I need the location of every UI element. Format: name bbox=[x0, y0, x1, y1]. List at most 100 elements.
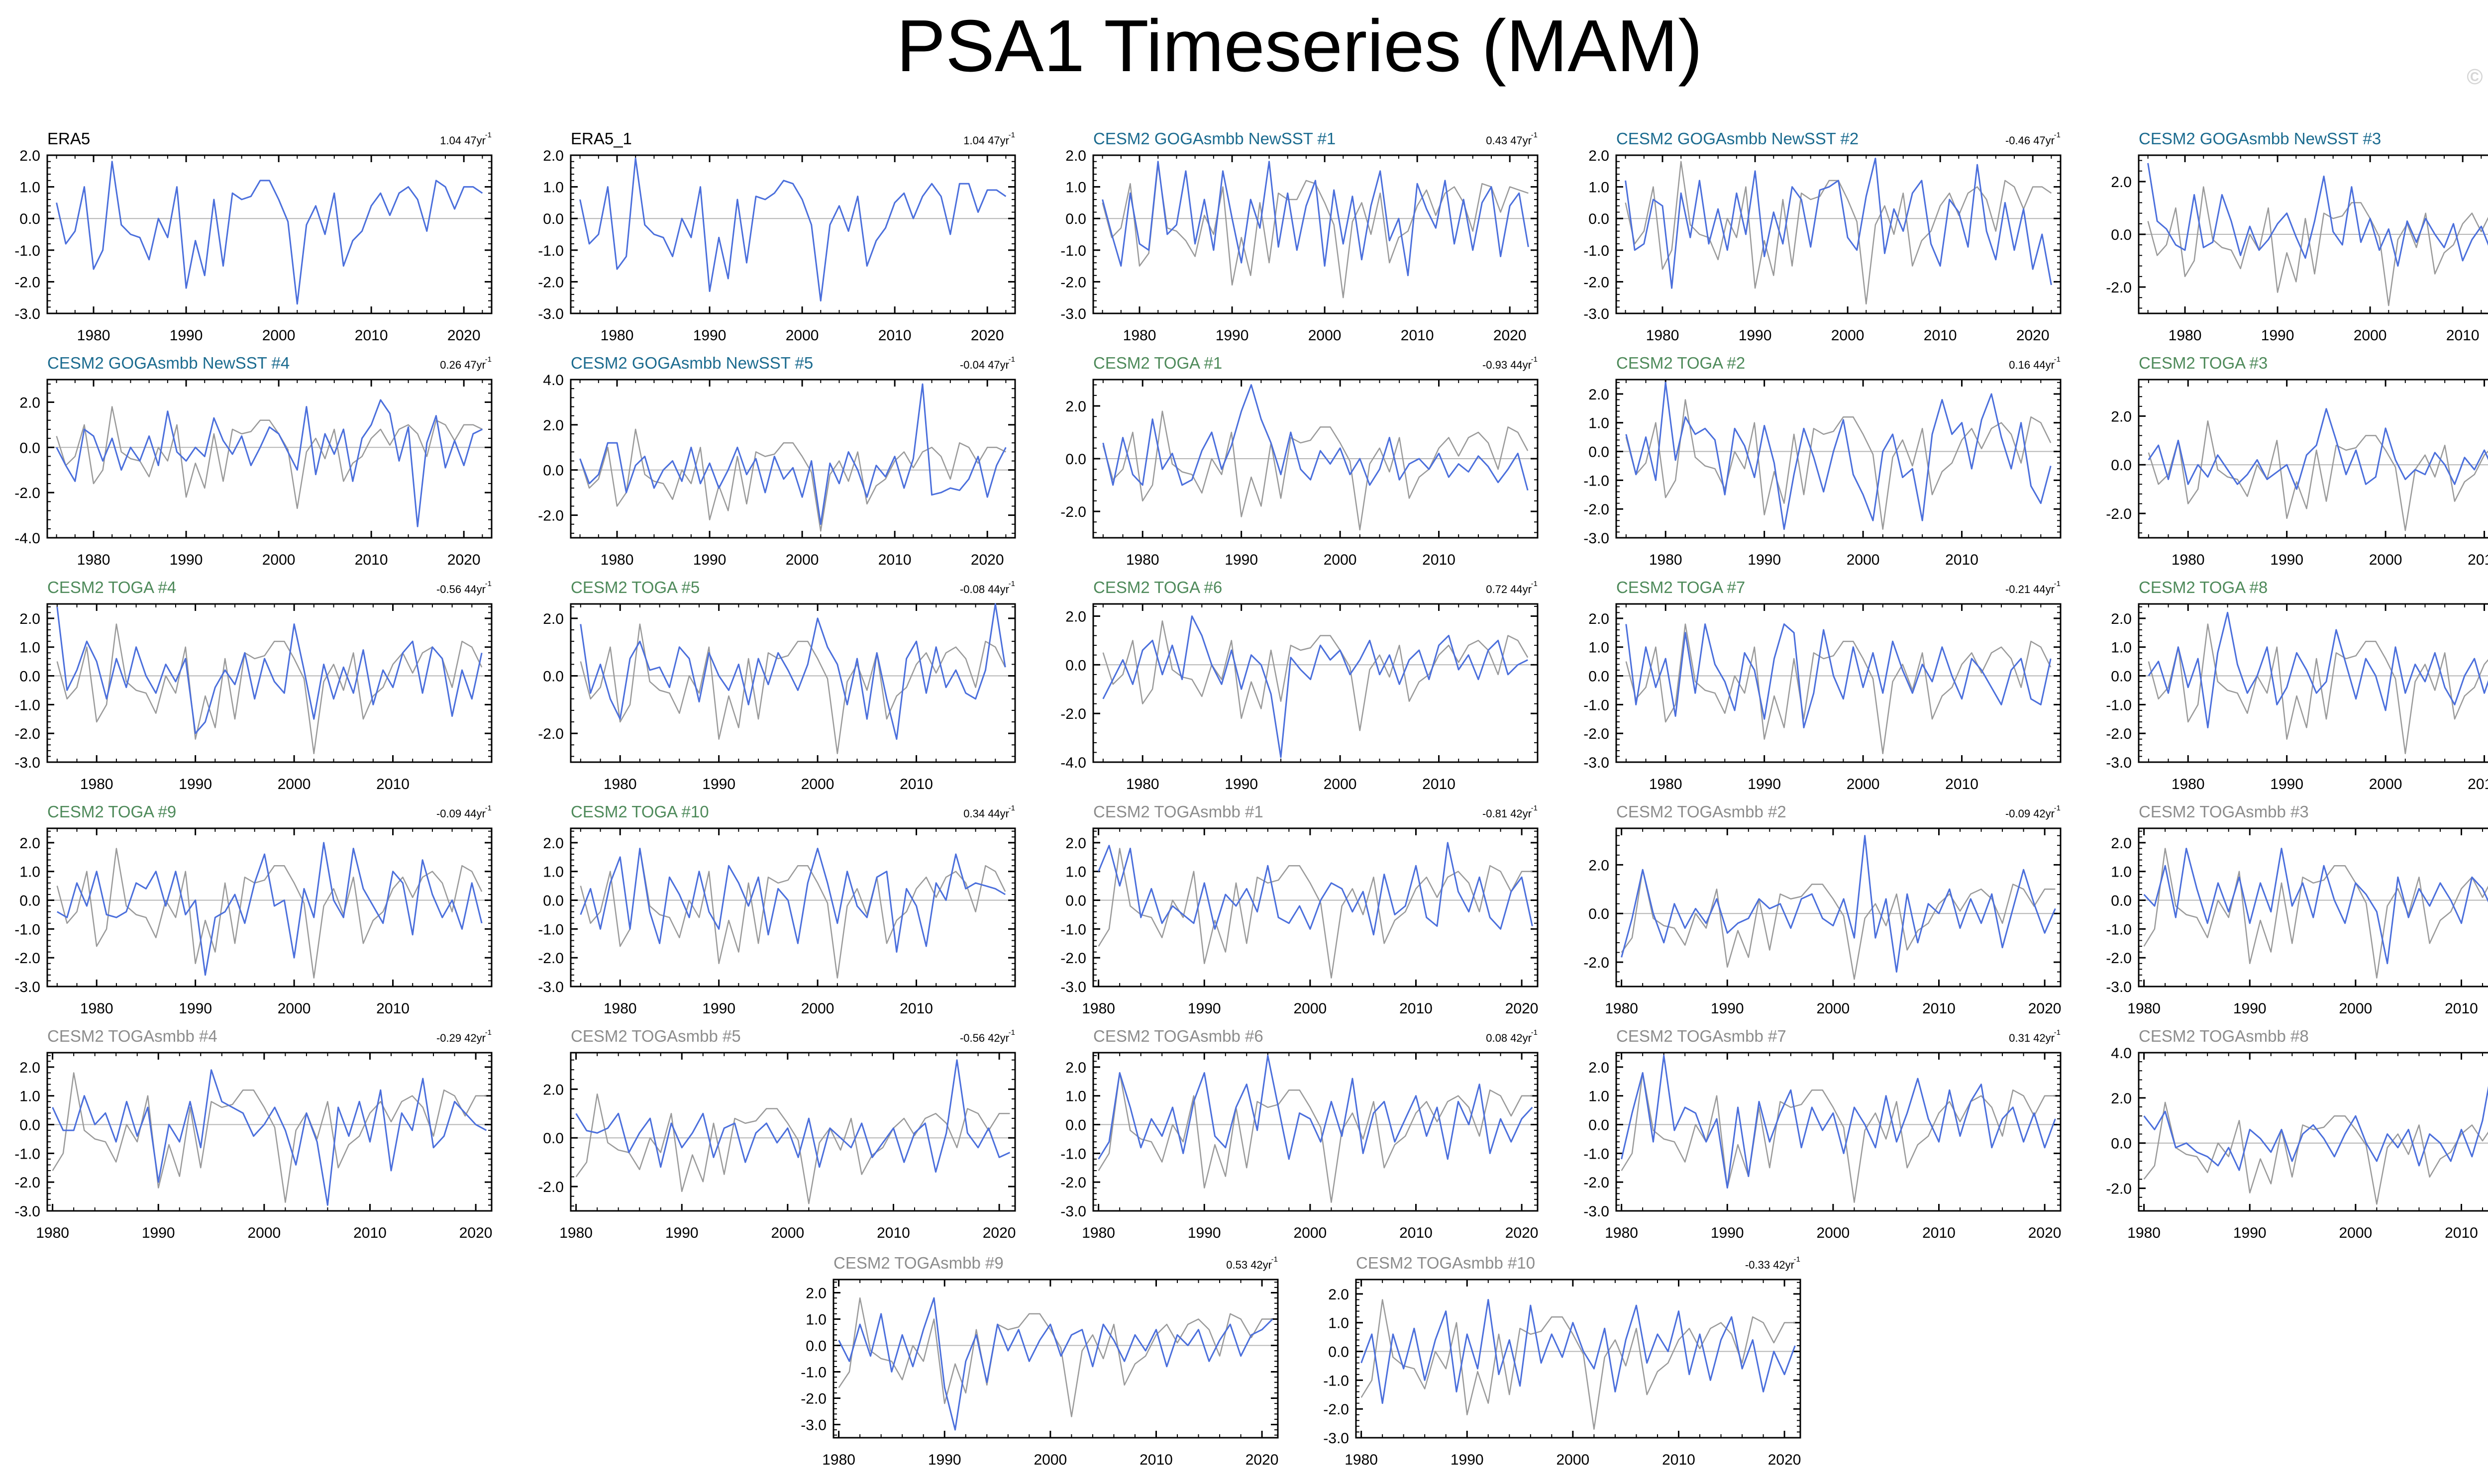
y-tick-label: 2.0 bbox=[1588, 1060, 1609, 1076]
trend-label: -0.93 44yr bbox=[1482, 359, 1532, 371]
y-tick-label: 2.0 bbox=[2111, 174, 2132, 191]
y-tick-label: 0.0 bbox=[1065, 451, 1086, 468]
trend-exponent: -1 bbox=[2054, 131, 2061, 139]
plot-frame bbox=[2138, 379, 2488, 539]
reference-series-line bbox=[52, 1072, 487, 1203]
panel-title: CESM2 GOGAsmbb NewSST #5 bbox=[571, 354, 813, 372]
plot-frame bbox=[1615, 827, 2062, 988]
y-tick-label: 0.0 bbox=[19, 669, 40, 685]
panel-title: CESM2 TOGA #3 bbox=[2139, 354, 2268, 372]
plot-frame bbox=[1092, 827, 1539, 988]
x-tick-label: 2020 bbox=[1768, 1452, 1801, 1468]
chart-panel: -3.0 -2.0 -1.0 0.0 1.0 2.0 1980 1990 2000 2010 202… bbox=[14, 129, 493, 344]
x-tick-label: 2020 bbox=[971, 327, 1004, 344]
y-tick-label: -2.0 bbox=[538, 726, 564, 742]
y-tick-label: 1.0 bbox=[2111, 640, 2132, 656]
plot-frame bbox=[570, 154, 1016, 314]
reference-series-line bbox=[56, 848, 483, 979]
x-tick-label: 2000 bbox=[786, 552, 819, 568]
y-tick-label: -1.0 bbox=[14, 1146, 40, 1162]
member-series-line bbox=[56, 161, 483, 305]
x-tick-label: 2010 bbox=[1922, 1225, 1956, 1241]
trend-label: -0.09 44yr bbox=[436, 807, 486, 820]
y-tick-label: 2.0 bbox=[2111, 1090, 2132, 1107]
y-tick-label: 0.0 bbox=[2111, 1136, 2132, 1152]
panel-title: CESM2 TOGAsmbb #3 bbox=[2139, 802, 2309, 821]
x-tick-label: 2000 bbox=[2339, 1000, 2372, 1017]
x-tick-label: 1980 bbox=[1082, 1225, 1115, 1241]
x-tick-label: 1990 bbox=[1225, 776, 1258, 792]
y-tick-label: 2.0 bbox=[543, 417, 564, 434]
y-tick-label: -2.0 bbox=[1060, 950, 1086, 967]
x-tick-label: 1980 bbox=[77, 552, 110, 568]
y-tick-label: -1.0 bbox=[1583, 243, 1609, 259]
chart-panel: -3.0 -2.0 -1.0 0.0 1.0 2.0 1980 1990 2000 2010 202… bbox=[1323, 1254, 1801, 1468]
plot-frame bbox=[2138, 603, 2488, 763]
x-tick-label: 1990 bbox=[1711, 1000, 1744, 1017]
x-tick-label: 1980 bbox=[36, 1225, 69, 1241]
trend-exponent: -1 bbox=[1009, 804, 1015, 812]
trend-label: 0.16 44yr bbox=[2009, 359, 2055, 371]
trend-label: -0.29 42yr bbox=[436, 1032, 486, 1044]
trend-exponent: -1 bbox=[2054, 804, 2061, 812]
y-tick-label: 2.0 bbox=[1065, 835, 1086, 852]
x-tick-label: 1990 bbox=[702, 1000, 735, 1017]
trend-label: -0.09 42yr bbox=[2005, 807, 2055, 820]
member-series-line bbox=[580, 848, 1006, 953]
x-tick-label: 1980 bbox=[80, 776, 113, 792]
y-tick-label: -2.0 bbox=[1583, 274, 1609, 291]
reference-series-line bbox=[1098, 848, 1533, 979]
x-tick-label: 2010 bbox=[1945, 552, 1978, 568]
panel-title: CESM2 TOGAsmbb #6 bbox=[1093, 1027, 1263, 1045]
trend-label: -0.04 47yr bbox=[960, 359, 1009, 371]
y-tick-label: -3.0 bbox=[1060, 979, 1086, 995]
y-tick-label: -2.0 bbox=[2106, 506, 2132, 522]
y-tick-label: 0.0 bbox=[543, 893, 564, 909]
y-tick-label: -2.0 bbox=[1060, 706, 1086, 722]
y-tick-label: -2.0 bbox=[2106, 280, 2132, 296]
y-tick-label: -1.0 bbox=[2106, 921, 2132, 938]
y-tick-label: -3.0 bbox=[14, 979, 40, 995]
panel-title: CESM2 TOGA #1 bbox=[1093, 354, 1222, 372]
x-tick-label: 2010 bbox=[878, 327, 912, 344]
panel-title: CESM2 TOGAsmbb #8 bbox=[2139, 1027, 2309, 1045]
y-tick-label: 1.0 bbox=[1065, 1088, 1086, 1105]
y-tick-label: -2.0 bbox=[538, 1179, 564, 1195]
y-tick-label: 1.0 bbox=[1588, 1088, 1609, 1105]
y-tick-label: 0.0 bbox=[1065, 657, 1086, 674]
y-tick-label: 2.0 bbox=[19, 835, 40, 852]
y-tick-label: 1.0 bbox=[543, 180, 564, 196]
y-tick-label: -2.0 bbox=[1583, 501, 1609, 518]
y-tick-label: 2.0 bbox=[1065, 1060, 1086, 1076]
panel-title: CESM2 TOGA #9 bbox=[47, 802, 176, 821]
y-tick-label: 0.0 bbox=[2111, 893, 2132, 909]
y-tick-label: -2.0 bbox=[538, 508, 564, 524]
plot-frame bbox=[1092, 1052, 1539, 1212]
trend-exponent: -1 bbox=[485, 355, 492, 364]
x-tick-label: 2010 bbox=[1924, 327, 1957, 344]
x-tick-label: 1990 bbox=[1225, 552, 1258, 568]
member-series-line bbox=[2143, 1086, 2488, 1171]
y-tick-label: -1.0 bbox=[14, 921, 40, 938]
y-tick-label: 1.0 bbox=[1065, 864, 1086, 881]
y-tick-label: 0.0 bbox=[1065, 893, 1086, 909]
trend-exponent: -1 bbox=[1794, 1255, 1800, 1264]
y-tick-label: -2.0 bbox=[538, 274, 564, 291]
y-tick-label: -3.0 bbox=[14, 755, 40, 771]
y-tick-label: 1.0 bbox=[1588, 180, 1609, 196]
y-tick-label: 2.0 bbox=[543, 611, 564, 627]
y-tick-label: 0.0 bbox=[1065, 1117, 1086, 1134]
reference-series-line bbox=[56, 623, 483, 754]
trend-exponent: -1 bbox=[1531, 131, 1538, 139]
x-tick-label: 2010 bbox=[1401, 327, 1434, 344]
member-series-line bbox=[2148, 408, 2488, 490]
y-tick-label: -2.0 bbox=[1060, 1175, 1086, 1191]
member-series-line bbox=[1625, 623, 2052, 729]
x-tick-label: 1980 bbox=[559, 1225, 593, 1241]
panel-title: CESM2 TOGAsmbb #5 bbox=[571, 1027, 741, 1045]
y-tick-label: 2.0 bbox=[543, 1082, 564, 1098]
x-tick-label: 1990 bbox=[170, 552, 203, 568]
x-tick-label: 2010 bbox=[2468, 776, 2488, 792]
y-tick-label: -1.0 bbox=[1583, 1146, 1609, 1162]
